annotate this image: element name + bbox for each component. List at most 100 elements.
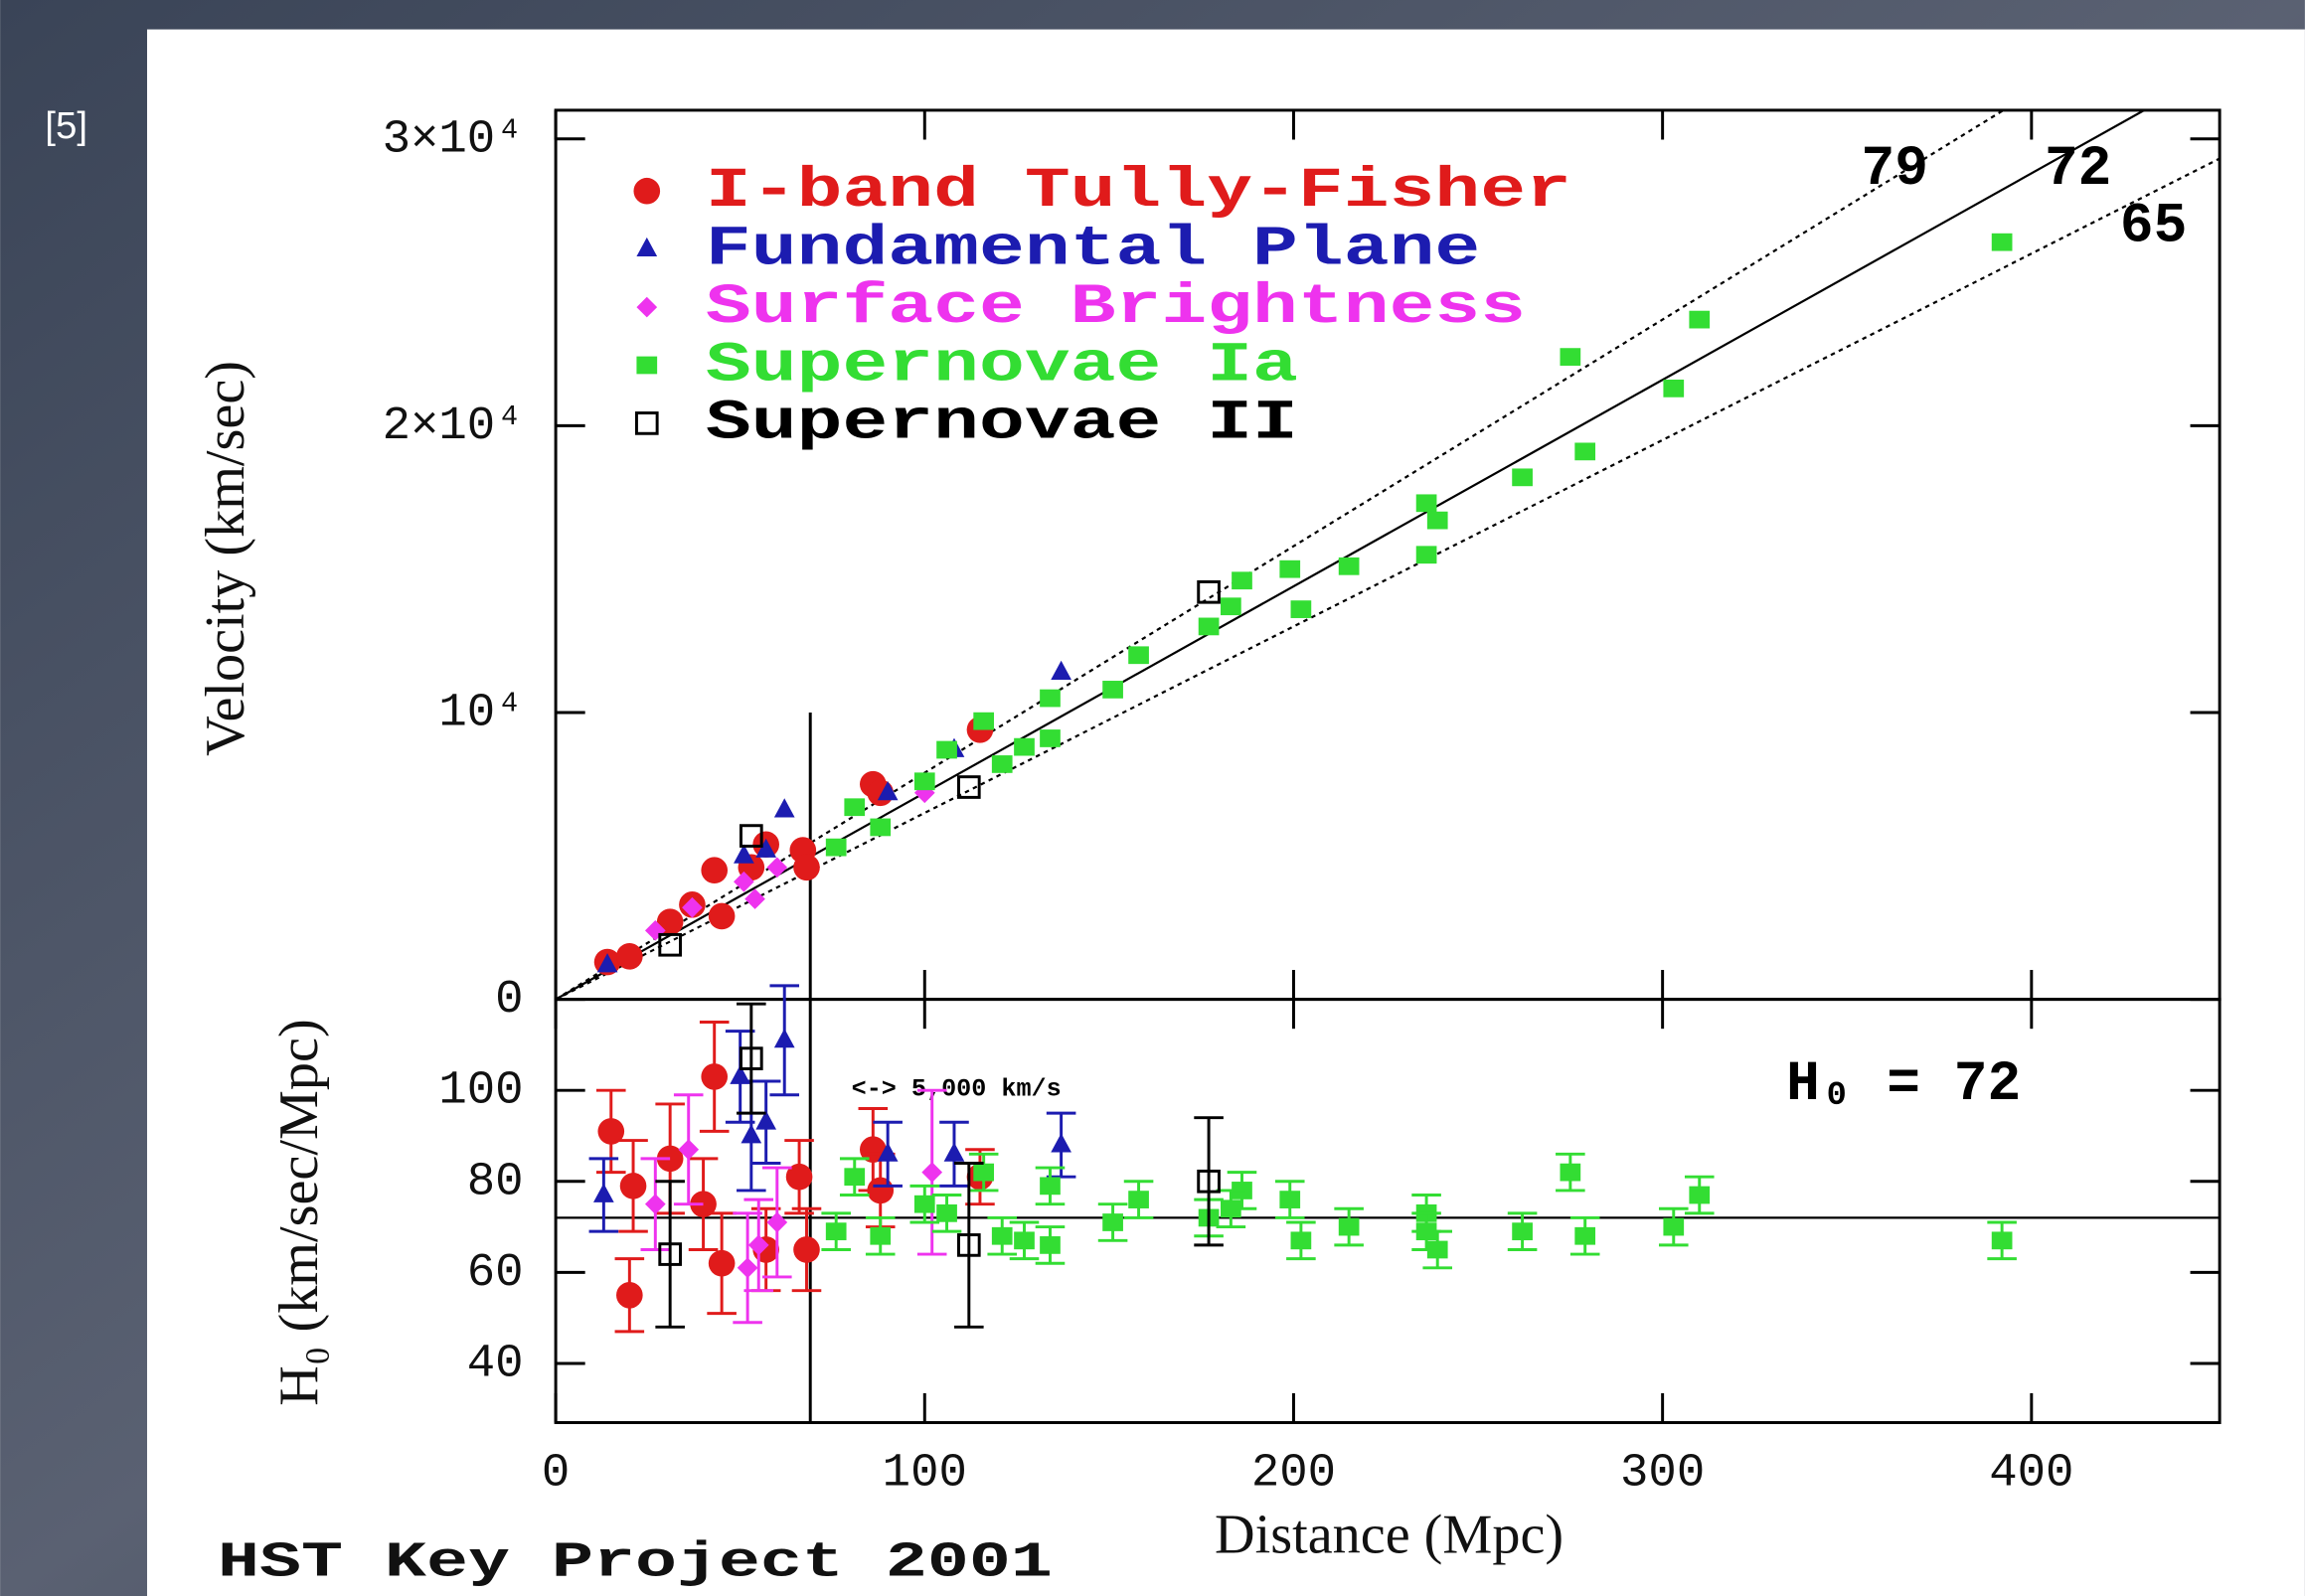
x-tick-label: 100 [883, 1447, 967, 1500]
marker-square [1415, 494, 1437, 513]
x-tick-label: 400 [1989, 1447, 2073, 1500]
marker-triangle [877, 1142, 899, 1162]
legend-label: I-band Tully-Fisher [706, 159, 1571, 223]
marker-open-square [739, 1046, 763, 1070]
marker-square [636, 356, 658, 375]
marker-triangle [943, 1142, 965, 1162]
marker-square [973, 712, 995, 730]
marker-square [1338, 1217, 1360, 1236]
marker-circle [597, 1118, 625, 1145]
y-tick-label: 40 [467, 1338, 524, 1390]
marker-triangle [636, 237, 658, 257]
marker-square [1198, 617, 1220, 636]
marker-square [870, 1226, 892, 1245]
marker-square [825, 838, 847, 857]
marker-diamond [636, 296, 658, 318]
marker-diamond [737, 1257, 758, 1279]
footer: HST Key Project 2001 [218, 1534, 1053, 1591]
marker-diamond [744, 888, 765, 909]
line-label: 65 [2120, 194, 2187, 257]
marker-triangle [734, 844, 754, 864]
marker-triangle [773, 798, 795, 818]
marker-square [913, 1195, 935, 1213]
marker-triangle [593, 1183, 614, 1202]
marker-open-square [956, 1233, 981, 1257]
marker-circle [867, 1177, 895, 1204]
marker-square [1290, 600, 1312, 618]
marker-circle [656, 1145, 684, 1173]
marker-circle [616, 942, 643, 970]
marker-open-square [1197, 1169, 1221, 1194]
hubble-line [556, 109, 2145, 1000]
marker-square [1415, 1222, 1437, 1241]
x-tick-label: 200 [1251, 1447, 1336, 1500]
marker-square [991, 1226, 1013, 1245]
marker-square [844, 798, 866, 817]
y-tick-label: 60 [467, 1247, 524, 1300]
marker-circle [793, 1236, 820, 1263]
y-axis-title: Velocity (km/sec) [195, 361, 256, 756]
marker-square [1689, 1186, 1711, 1204]
marker-square [973, 1163, 995, 1182]
marker-square [1560, 348, 1581, 366]
hubble-line [556, 157, 2221, 1000]
marker-circle [793, 854, 820, 881]
y-tick-label: 10⁴ [438, 687, 523, 739]
marker-square [1221, 1199, 1241, 1218]
marker-circle [633, 177, 661, 205]
marker-square [1574, 442, 1596, 461]
marker-circle [690, 1191, 717, 1217]
line-label: 72 [2045, 137, 2111, 201]
marker-triangle [741, 1124, 762, 1144]
y-tick-label: 80 [467, 1156, 524, 1208]
reference-label: H₀ = 72 [1786, 1052, 2021, 1116]
marker-square [1014, 1231, 1035, 1250]
marker-square [1040, 1236, 1061, 1254]
marker-square [1991, 1231, 2013, 1250]
marker-square [991, 755, 1013, 773]
marker-triangle [773, 1028, 795, 1048]
marker-open-square [658, 1242, 682, 1266]
marker-square [936, 740, 957, 759]
marker-square [1512, 1222, 1533, 1241]
marker-triangle [755, 838, 777, 858]
legend-label: Surface Brightness [706, 275, 1526, 339]
marker-square [844, 1168, 866, 1187]
marker-square [1426, 511, 1448, 530]
marker-square [1014, 737, 1035, 756]
marker-square [1663, 379, 1685, 398]
marker-square [1512, 468, 1533, 487]
marker-triangle [1051, 660, 1071, 680]
marker-circle [708, 1249, 736, 1277]
marker-square [1040, 729, 1061, 747]
marker-square [913, 772, 935, 791]
marker-triangle [755, 1110, 777, 1130]
marker-circle [619, 1173, 647, 1199]
marker-triangle [1051, 1133, 1071, 1153]
marker-square [1689, 310, 1711, 329]
y-tick-label: 0 [495, 974, 523, 1027]
x-tick-label: 0 [542, 1447, 570, 1500]
marker-triangle [877, 780, 899, 801]
marker-square [1290, 1231, 1312, 1250]
marker-diamond [766, 1211, 788, 1233]
marker-open-square [634, 411, 659, 435]
marker-square [1663, 1217, 1685, 1236]
bottom-frame [554, 998, 2222, 1424]
marker-circle [701, 1063, 729, 1090]
marker-square [936, 1203, 957, 1222]
marker-open-square [658, 932, 682, 957]
marker-circle [785, 1163, 813, 1191]
marker-square [1338, 557, 1360, 575]
white-panel [146, 29, 2305, 1596]
marker-triangle [730, 1064, 751, 1084]
marker-square [1040, 689, 1061, 708]
marker-diamond [766, 857, 788, 878]
annotation: <-> 5,000 km/s [852, 1074, 1062, 1103]
legend-label: Fundamental Plane [706, 218, 1480, 281]
marker-square [1279, 559, 1301, 578]
marker-open-square [956, 775, 981, 799]
legend-label: Supernovae II [706, 392, 1298, 455]
marker-square [1232, 571, 1252, 590]
